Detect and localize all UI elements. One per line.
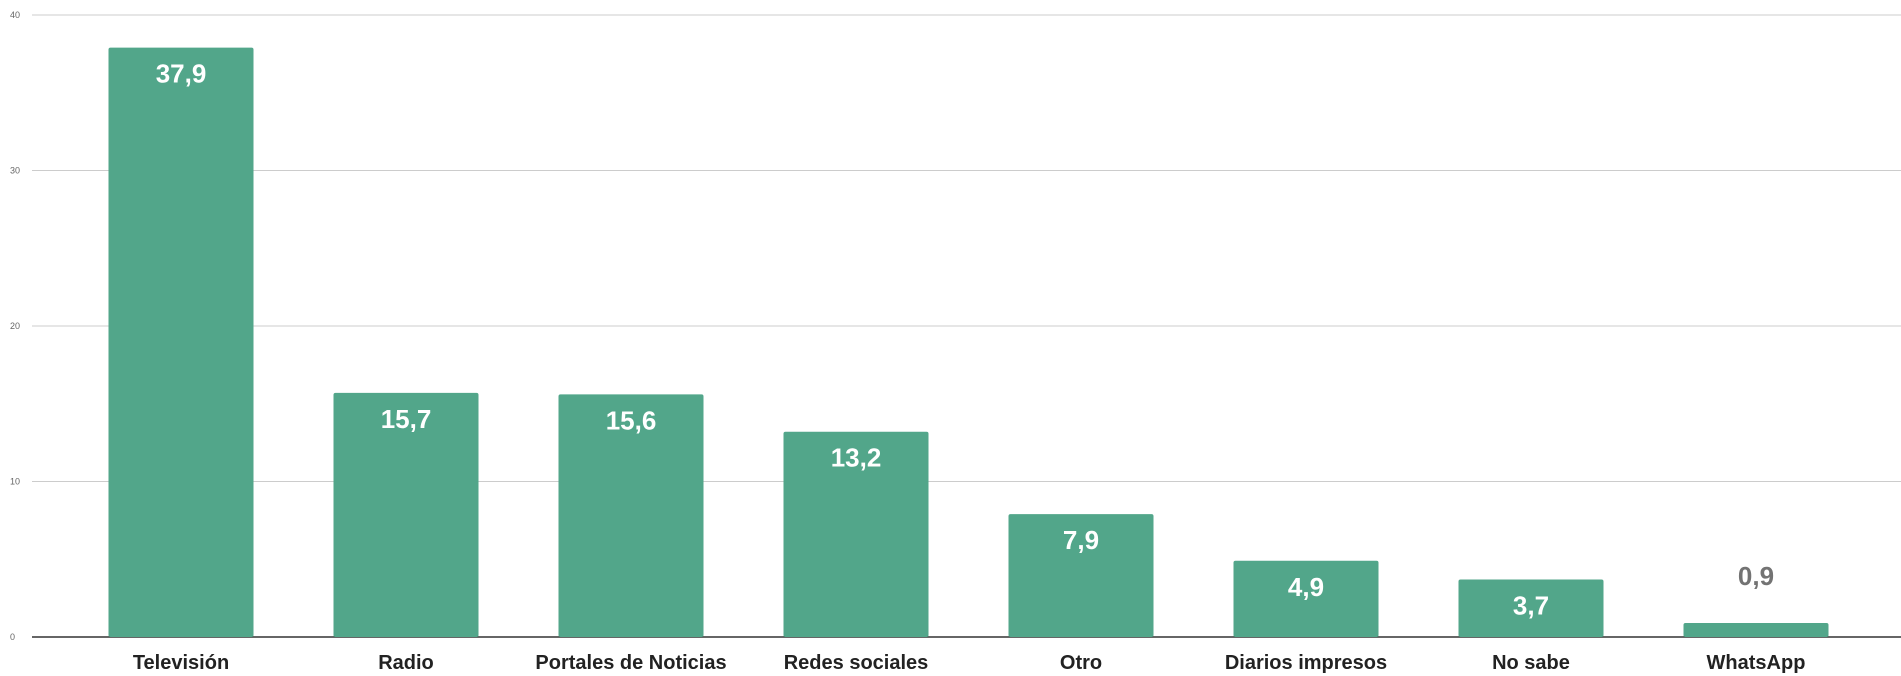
labels: 0 10 20 30 40 37,9 Televisión 15,7 Radio 15,6 Port… <box>10 10 1805 674</box>
y-tick-label: 20 <box>10 321 20 331</box>
data-label: 37,9 <box>156 59 207 89</box>
x-tick-label: Portales de Noticias <box>535 652 726 674</box>
data-label: 15,6 <box>606 405 657 435</box>
bars <box>108 47 1829 637</box>
data-label: 3,7 <box>1513 590 1549 620</box>
bar <box>1233 560 1379 637</box>
data-label: 15,7 <box>381 404 432 434</box>
data-label: 4,9 <box>1288 572 1324 602</box>
bar <box>1458 579 1604 637</box>
data-label: 7,9 <box>1063 525 1099 555</box>
x-tick-label: No sabe <box>1492 652 1570 674</box>
bar <box>783 431 929 637</box>
bar <box>108 47 254 637</box>
data-label: 0,9 <box>1738 561 1774 591</box>
bar <box>1008 514 1154 637</box>
x-tick-label: WhatsApp <box>1707 652 1806 674</box>
y-tick-label: 0 <box>10 632 15 642</box>
x-tick-label: Redes sociales <box>784 652 929 674</box>
bar <box>558 394 704 637</box>
y-tick-label: 10 <box>10 477 20 487</box>
data-label: 13,2 <box>831 443 882 473</box>
bar <box>1683 623 1829 637</box>
x-tick-label: Otro <box>1060 652 1102 674</box>
gridlines <box>32 14 1901 638</box>
bar <box>333 392 479 637</box>
y-tick-label: 30 <box>10 166 20 176</box>
y-tick-label: 40 <box>10 10 20 20</box>
x-tick-label: Diarios impresos <box>1225 652 1387 674</box>
x-tick-label: Radio <box>378 652 434 674</box>
x-tick-label: Televisión <box>133 652 229 674</box>
